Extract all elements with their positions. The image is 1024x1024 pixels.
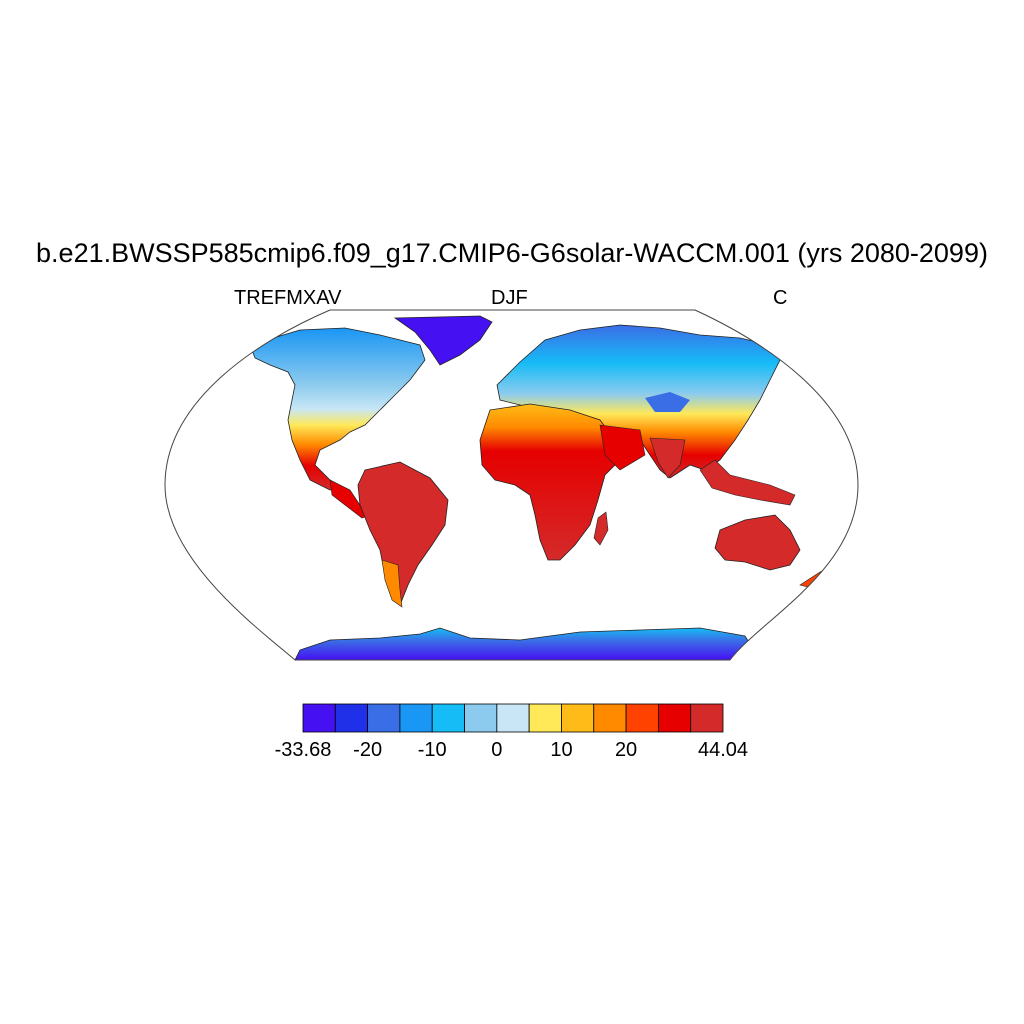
colorbar: [302, 703, 724, 733]
colorbar-swatch: [302, 703, 336, 733]
australia: [714, 514, 801, 571]
land-areas: [249, 315, 833, 660]
globe-outline: [164, 309, 859, 661]
colorbar-swatch: [528, 703, 562, 733]
colorbar-tick-label: 20: [614, 739, 638, 761]
patagonia: [381, 559, 403, 608]
colorbar-swatch: [334, 703, 369, 733]
arabia: [599, 424, 646, 471]
map-title: b.e21.BWSSP585cmip6.f09_g17.CMIP6-G6sola…: [36, 238, 988, 268]
colorbar-swatch: [657, 703, 692, 733]
africa: [479, 403, 621, 561]
variable-label: TREFMXAV: [234, 287, 342, 309]
colorbar-swatch: [593, 703, 627, 733]
colorbar-swatch: [690, 703, 724, 733]
colorbar-tick-label: -33.68: [274, 739, 332, 761]
india: [649, 437, 686, 479]
southeast-asia-islands: [699, 459, 796, 506]
antarctica: [294, 627, 761, 660]
madagascar: [593, 511, 609, 546]
colorbar-swatch: [561, 703, 595, 733]
colorbar-tick-label: 44.04: [697, 739, 749, 761]
colorbar-swatch: [496, 703, 530, 733]
colorbar-swatch: [625, 703, 659, 733]
colorbar-tick-label: 10: [550, 739, 573, 761]
units-label: C: [773, 287, 788, 309]
colorbar-tick-label: 0: [491, 739, 503, 761]
colorbar-swatch: [367, 703, 401, 733]
season-label: DJF: [491, 287, 528, 309]
tibet-plateau: [645, 392, 690, 412]
new-zealand: [799, 565, 833, 589]
greenland: [393, 315, 493, 366]
colorbar-swatch: [464, 703, 498, 733]
colorbar-swatch: [431, 703, 465, 733]
colorbar-swatch: [399, 703, 433, 733]
north-america: [249, 327, 426, 491]
south-america: [357, 461, 449, 607]
colorbar-tick-label: -10: [417, 739, 447, 761]
colorbar-tick-label: -20: [353, 739, 383, 761]
